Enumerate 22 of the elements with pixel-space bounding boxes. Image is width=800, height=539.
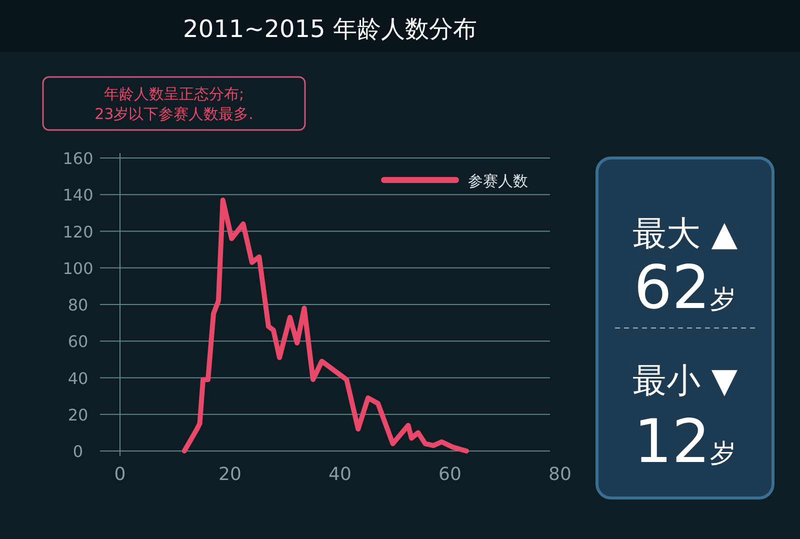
text: 最小 ▼ <box>632 361 738 401</box>
chart-title: 2011~2015 年龄人数分布 <box>183 15 477 43</box>
x-tick-label: 60 <box>438 464 462 485</box>
legend-label: 参赛人数 <box>468 172 528 190</box>
y-tick-label: 20 <box>68 405 88 424</box>
y-tick-label: 100 <box>62 258 94 278</box>
text: 62岁 <box>634 253 736 323</box>
text: 最大 ▲ <box>632 214 738 254</box>
x-tick-label: 80 <box>548 464 572 485</box>
x-tick-label: 0 <box>114 464 126 485</box>
y-tick-label: 0 <box>72 442 84 461</box>
y-tick-label: 160 <box>62 149 94 168</box>
y-tick-label: 80 <box>68 296 88 314</box>
legend: 参赛人数 <box>381 172 528 190</box>
y-tick-label: 120 <box>62 222 94 242</box>
x-tick-label: 40 <box>328 464 352 485</box>
y-tick-label: 60 <box>68 332 88 352</box>
text: 年龄人数呈正态分布; 23岁以下参赛人数最多. <box>94 85 254 123</box>
y-tick-label: 40 <box>68 368 88 388</box>
x-tick-label: 20 <box>218 464 242 485</box>
y-tick-label: 140 <box>62 186 94 205</box>
text: 12岁 <box>634 407 736 477</box>
